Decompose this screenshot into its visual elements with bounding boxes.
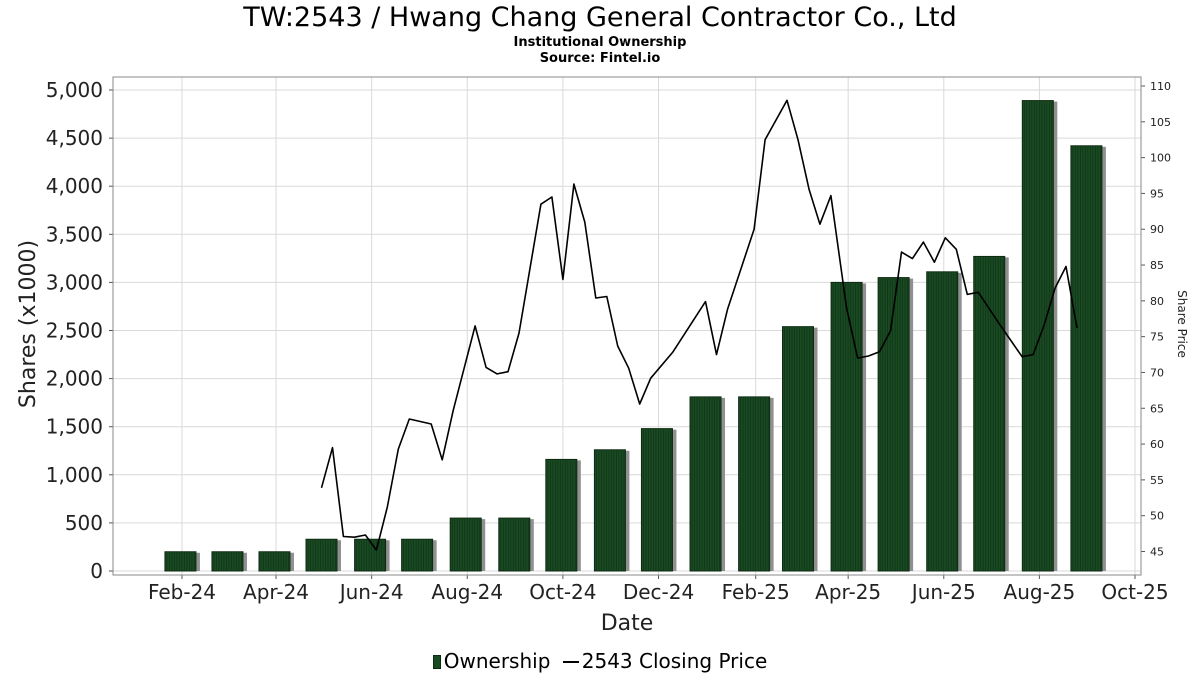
bar xyxy=(973,255,1006,572)
x-tick-label: Feb-25 xyxy=(722,580,790,604)
y2-tick-label: 75 xyxy=(1150,331,1164,344)
y-tick-label: 5,000 xyxy=(46,78,103,102)
y-tick-label: 0 xyxy=(90,559,103,583)
bar xyxy=(593,449,626,572)
y2-tick-label: 45 xyxy=(1150,546,1164,559)
bar xyxy=(211,551,244,572)
chart-legend: Ownership 2543 Closing Price xyxy=(0,647,1200,673)
chart-source: Source: Fintel.io xyxy=(539,51,661,66)
y2-tick-label: 95 xyxy=(1150,187,1164,200)
x-tick-label: Jun-24 xyxy=(338,580,404,604)
y-tick-label: 2,500 xyxy=(46,319,103,343)
y2-tick-label: 65 xyxy=(1150,402,1164,415)
y2-tick-label: 60 xyxy=(1150,438,1164,451)
price-swatch xyxy=(562,661,579,663)
y2-tick-label: 100 xyxy=(1150,152,1171,165)
bar xyxy=(354,538,387,572)
bar xyxy=(498,517,531,572)
y-tick-label: 1,000 xyxy=(46,463,103,487)
bar xyxy=(1021,100,1054,572)
x-tick-label: Apr-25 xyxy=(815,580,881,604)
y-tick-label: 1,500 xyxy=(46,415,103,439)
legend-item-price[interactable]: 2543 Closing Price xyxy=(557,648,768,673)
y2-tick-label: 80 xyxy=(1150,295,1164,308)
y2-tick-label: 50 xyxy=(1150,510,1164,523)
x-tick-label: Dec-24 xyxy=(623,580,694,604)
x-tick-label: Aug-24 xyxy=(431,580,503,604)
y-tick-label: 3,000 xyxy=(46,270,103,294)
plot-frame xyxy=(112,76,1142,576)
bar xyxy=(640,428,673,572)
y2-tick-label: 85 xyxy=(1150,259,1164,272)
legend-ownership-label: Ownership xyxy=(443,648,551,673)
y-tick-label: 4,500 xyxy=(46,126,103,150)
price-line xyxy=(320,99,1078,551)
x-axis-label: Date xyxy=(601,611,654,636)
chart-title: TW:2543 / Hwang Chang General Contractor… xyxy=(243,2,957,33)
bar xyxy=(164,551,197,572)
chart-subtitle: Institutional Ownership xyxy=(513,35,687,50)
y-tick-label: 2,000 xyxy=(46,367,103,391)
y-tick-label: 3,500 xyxy=(46,222,103,246)
legend-price-label: 2543 Closing Price xyxy=(581,648,768,673)
bar xyxy=(877,277,910,572)
bar xyxy=(545,458,578,572)
ownership-swatch xyxy=(432,655,441,669)
x-tick-label: Feb-24 xyxy=(148,580,216,604)
bar xyxy=(401,538,434,572)
x-tick-label: Oct-25 xyxy=(1101,580,1168,604)
y2-axis-label: Share Price xyxy=(1175,290,1189,358)
y2-tick-label: 90 xyxy=(1150,223,1164,236)
y-tick-label: 500 xyxy=(65,511,103,535)
bar xyxy=(689,396,722,572)
y2-tick-label: 55 xyxy=(1150,474,1164,487)
x-tick-label: Jun-25 xyxy=(910,580,976,604)
y2-tick-label: 110 xyxy=(1150,80,1171,93)
x-tick-label: Aug-25 xyxy=(1004,580,1076,604)
bar xyxy=(738,396,771,572)
legend-item-ownership[interactable]: Ownership xyxy=(432,648,551,673)
x-tick-label: Oct-24 xyxy=(529,580,596,604)
bar xyxy=(926,271,959,572)
y-tick-label: 4,000 xyxy=(46,174,103,198)
y2-tick-label: 105 xyxy=(1150,116,1171,129)
y2-tick-label: 70 xyxy=(1150,366,1164,379)
bar xyxy=(449,517,482,572)
bar xyxy=(830,281,863,572)
bar xyxy=(258,551,291,572)
bar xyxy=(305,538,338,572)
y-axis-label: Shares (x1000) xyxy=(16,240,41,408)
bar xyxy=(782,326,815,572)
x-tick-label: Apr-24 xyxy=(243,580,309,604)
bar xyxy=(1070,145,1103,572)
